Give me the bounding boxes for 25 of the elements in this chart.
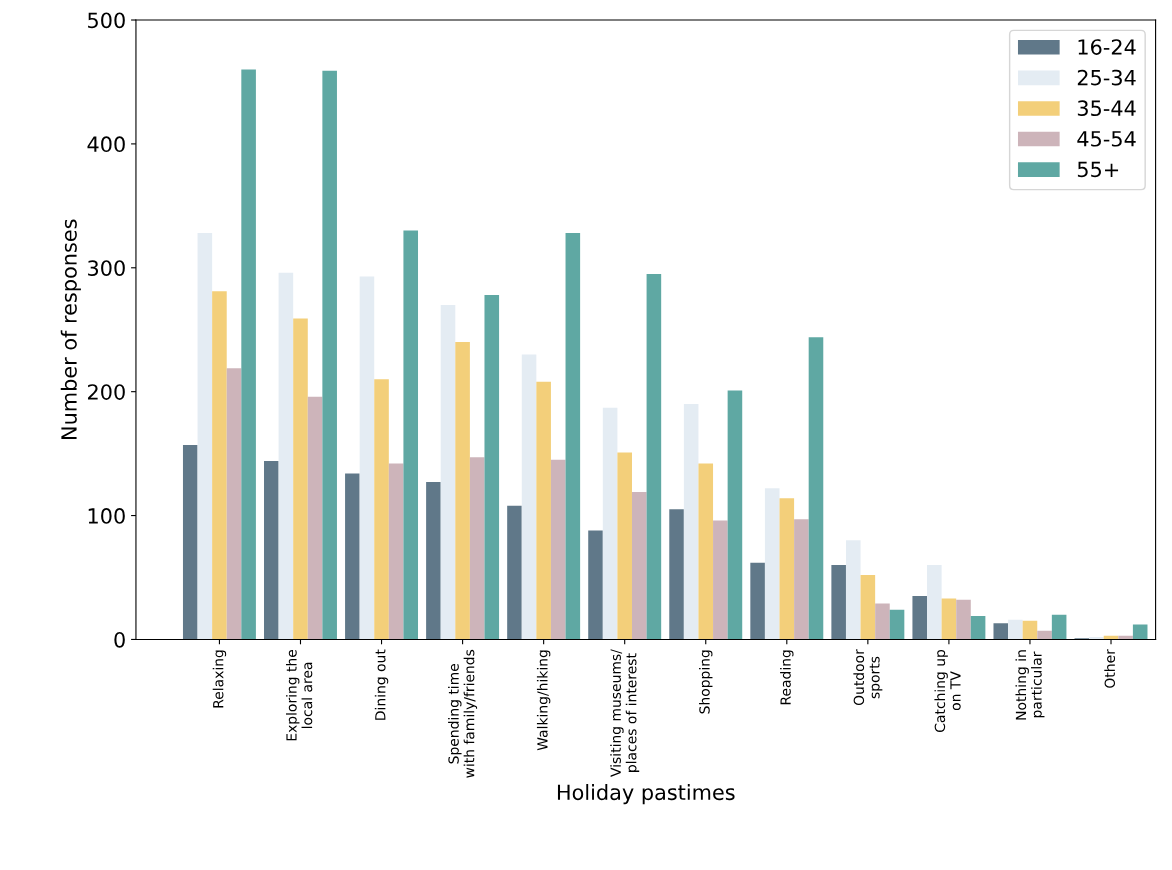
legend-label: 25-34 <box>1077 69 1136 86</box>
x-tick-label: Nothing in particular <box>1015 650 1045 720</box>
y-axis-title: Number of responses <box>60 219 81 439</box>
legend-label: 55+ <box>1077 161 1119 178</box>
x-tick-label: Visiting museums/ places of interest <box>610 649 640 777</box>
y-tick-label: 200 <box>87 384 125 400</box>
x-tick-label: Other <box>1104 649 1116 688</box>
x-tick-label: Spending time with family/friends <box>448 649 478 778</box>
x-tick-label: Walking/hiking <box>536 650 551 751</box>
x-tick-label: Reading <box>780 650 794 705</box>
y-tick-label: 0 <box>114 631 125 648</box>
x-tick-label: Exploring the local area <box>285 649 313 741</box>
legend-label: 45-54 <box>1077 131 1136 147</box>
y-tick-label: 500 <box>88 12 125 29</box>
x-axis-title: Holiday pastimes <box>557 784 735 805</box>
legend-label: 16-24 <box>1078 39 1136 55</box>
y-tick-label: 100 <box>88 508 125 524</box>
y-tick-label: 400 <box>87 136 125 153</box>
x-tick-label: Dining out <box>374 649 389 720</box>
x-tick-label: Outdoor sports <box>853 649 883 706</box>
x-tick-label: Catching up on TV <box>934 649 961 732</box>
x-tick-label: Shopping <box>699 650 713 714</box>
x-tick-label: Relaxing <box>212 650 227 708</box>
legend-label: 35-44 <box>1077 100 1136 117</box>
y-tick-label: 300 <box>88 260 125 276</box>
